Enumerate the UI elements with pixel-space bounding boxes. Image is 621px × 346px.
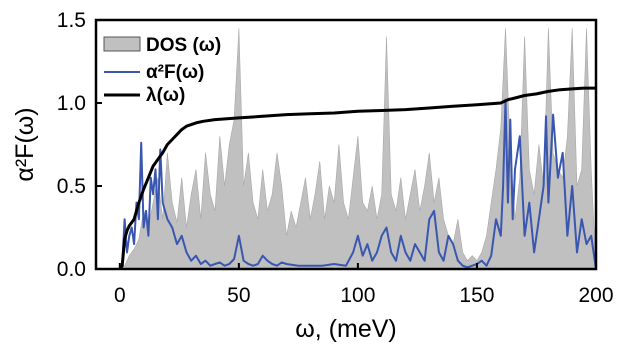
y-axis: 0.0 0.5 1.0 1.5 (57, 9, 102, 281)
legend-label-lambda: λ(ω) (146, 85, 185, 106)
lambda-series (118, 86, 596, 270)
legend: DOS (ω) α²F(ω) λ(ω) (103, 35, 221, 106)
plot-area (118, 28, 597, 270)
x-tick-label: 50 (227, 284, 250, 307)
x-axis: 0 50 100 150 200 (114, 263, 614, 307)
dos-area (118, 28, 597, 270)
y-tick-label: 1.0 (57, 92, 86, 115)
legend-swatch-dos (103, 36, 141, 52)
legend-label-a2f: α²F(ω) (146, 62, 204, 83)
y-tick-label: 0.5 (57, 175, 86, 198)
plot-frame (94, 18, 598, 271)
dos-series (118, 28, 597, 270)
x-tick-label: 100 (340, 284, 375, 307)
y-tick-label: 0.0 (57, 258, 86, 281)
x-tick-label: 200 (578, 284, 613, 307)
y-tick-label: 1.5 (57, 9, 86, 32)
a2f-line (118, 98, 597, 270)
x-axis-label: ω, (meV) (295, 315, 396, 343)
y-axis-label: α²F(ω) (11, 107, 39, 181)
x-tick-label: 150 (459, 284, 494, 307)
lambda-line (118, 86, 596, 270)
x-tick-label: 0 (114, 284, 126, 307)
legend-label-dos: DOS (ω) (146, 35, 221, 56)
a2f-series (118, 98, 597, 270)
